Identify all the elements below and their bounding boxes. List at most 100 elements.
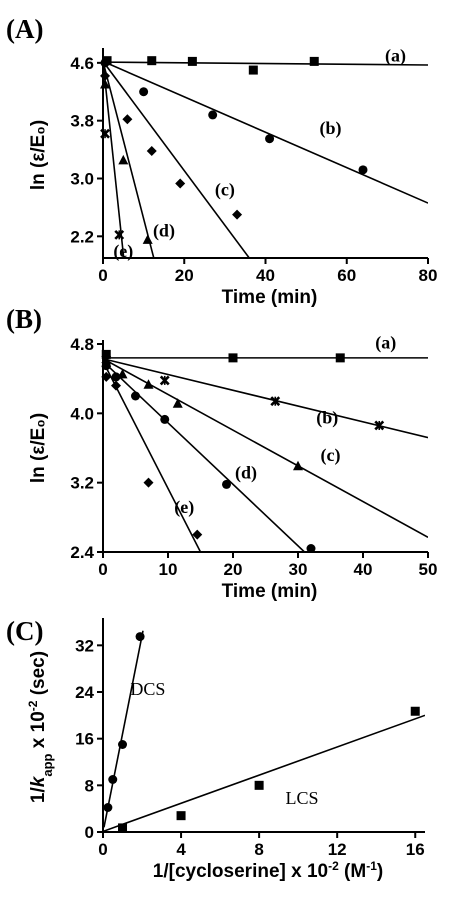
panel-b-x-tick-label: 20 [224, 560, 243, 579]
panel-b-y-tick-label: 3.2 [70, 474, 94, 493]
panel-a-y-tick-label: 3.8 [70, 112, 94, 131]
panel-a-series-1: (a) [102, 46, 428, 75]
panel-a-y-tick-label: 2.2 [70, 227, 94, 246]
panel-a-y-axis-title: ln (ε/E₀) [28, 120, 49, 190]
panel-b-series-3-point [293, 460, 303, 471]
panel-b-x-axis-title: Time (min) [222, 581, 318, 602]
panel-b-x-tick-label: 40 [354, 560, 373, 579]
panel-a-series-4-point [142, 234, 153, 244]
panel-b-y-axis-title: ln (ε/E₀) [28, 413, 49, 483]
panel-b-series-5-point [101, 371, 112, 382]
panel-a-series-2-point [358, 165, 368, 175]
panel-a-series-2-point [208, 110, 218, 120]
panel-a-series-3-point [175, 178, 186, 189]
panel-b-series-4-point [160, 414, 170, 424]
panel-b-series-1-point [335, 353, 345, 363]
panel-a-series-3-point [122, 114, 133, 125]
panel-c-x-tick-label: 4 [176, 840, 186, 859]
panel-a-series-1-fit-line [103, 61, 428, 66]
panel-c-series-2-point [254, 780, 264, 790]
panel-b-series-2: (b) [101, 354, 428, 439]
panel-a-series-3-fit-line [103, 60, 250, 258]
panel-a-series-1-label: (a) [385, 46, 406, 67]
panel-c-series-1-fit-line [103, 630, 144, 828]
panel-b-series-5-point [111, 380, 121, 391]
panel-b-x-tick-label: 10 [159, 560, 178, 579]
panel-a-series-4-label: (d) [153, 221, 175, 242]
panel-b-series-2-point [374, 420, 385, 431]
panel-b-series-4-fit-line [103, 360, 306, 552]
panel-b-y-tick-label: 2.4 [70, 543, 94, 562]
panel-c-series-2: LCS [103, 706, 425, 833]
panel-a-series-5-point [100, 128, 110, 139]
panel-a-series-4-fit-line [103, 61, 155, 258]
panel-a-series-3-point [146, 146, 157, 157]
panel-b-y-tick-label: 4.8 [70, 335, 94, 354]
panel-a-series-2-fit-line [103, 60, 428, 204]
panel-c-y-tick-label: 16 [75, 730, 94, 749]
panel-c-x-tick-label: 16 [406, 840, 425, 859]
panel-b-x-tick-label: 50 [419, 560, 438, 579]
panel-c-x-tick-label: 12 [328, 840, 347, 859]
panel-b-x-tick-label: 0 [98, 560, 107, 579]
panel-c-y-tick-label: 0 [85, 823, 94, 842]
panel-c-label: (C) [6, 616, 43, 646]
panel-b-chart: (B) 2.4 3.2 4.0 4.8 0 10 20 30 40 50 Time (min) ln (… [6, 304, 437, 602]
panel-b-series-5: (e) [101, 360, 203, 552]
panel-a-y-tick-label: 3.0 [70, 169, 94, 188]
panel-b-series-4-point [111, 372, 121, 382]
panel-b-series-2-label: (b) [316, 408, 338, 429]
panel-b-series-4-point [131, 391, 140, 401]
panel-b-series-4-point [306, 544, 316, 554]
panel-a-x-tick-label: 40 [256, 266, 275, 285]
panel-b-series-3-point [143, 379, 154, 389]
panel-c-series-1-label: DCS [130, 679, 165, 699]
panel-b-series-5-point [192, 529, 203, 540]
panel-b-series-2-fit-line [103, 357, 428, 439]
panel-c-series-2-label: LCS [286, 788, 319, 808]
panel-b-series-3: (c) [101, 357, 428, 538]
panel-b-series-2-point [159, 375, 170, 386]
panel-b-label: (B) [6, 304, 42, 334]
panel-c-series-2-point [118, 823, 128, 833]
panel-c-y-tick-label: 24 [75, 683, 94, 702]
panel-b-series-5-point [143, 477, 154, 488]
panel-c-y-tick-label: 8 [85, 776, 94, 795]
panel-b-series-1: (a) [101, 332, 428, 363]
panel-b-series-2-point [270, 396, 281, 407]
panel-b-series-1-point [228, 353, 238, 363]
panel-a-series-5-label: (e) [113, 241, 133, 262]
panel-c-y-axis-title: 1/kapp x 10-2 (sec) [26, 651, 55, 803]
panel-a-series-5-point [114, 229, 125, 240]
panel-a-x-axis-title: Time (min) [222, 287, 318, 308]
panel-a-series-4: (d) [100, 61, 175, 258]
panel-c-x-tick-label: 8 [254, 840, 263, 859]
panel-c-series-2-point [410, 706, 420, 716]
panel-b-series-4-label: (d) [235, 462, 257, 483]
panel-a-series-3-point [232, 209, 243, 220]
panel-a-series-4-point [118, 154, 129, 165]
panel-c-series-1-point [103, 803, 113, 812]
panel-b-y-tick-label: 4.0 [70, 404, 94, 423]
panel-c-series-2-fit-line [103, 714, 425, 832]
panel-b-series-3-point [172, 398, 183, 408]
panel-b-series-3-label: (c) [321, 445, 341, 466]
panel-a-x-tick-label: 0 [98, 266, 107, 285]
panel-b-series-5-fit-line [103, 360, 202, 552]
panel-a-chart: (A) 2.2 3.0 3.8 4.6 0 20 40 60 80 Time (min) ln (ε/… [6, 14, 437, 308]
panel-b-series-3-fit-line [103, 358, 428, 538]
panel-a-label: (A) [6, 14, 43, 44]
panel-a-x-tick-label: 80 [419, 266, 438, 285]
panel-a-series-1-point [248, 65, 258, 75]
panel-b-x-tick-label: 30 [289, 560, 308, 579]
panel-c-series-1-point [135, 632, 145, 642]
panel-a-series-1-point [147, 56, 157, 66]
panel-a-series-5: (e) [100, 61, 133, 262]
panel-c-y-tick-label: 32 [75, 636, 94, 655]
panel-a-series-1-point [309, 56, 319, 66]
panel-b-series-1-label: (a) [375, 332, 396, 353]
panel-b-series-4: (d) [101, 360, 316, 554]
panel-a-series-2-label: (b) [320, 118, 342, 139]
panel-a-x-tick-label: 60 [337, 266, 356, 285]
